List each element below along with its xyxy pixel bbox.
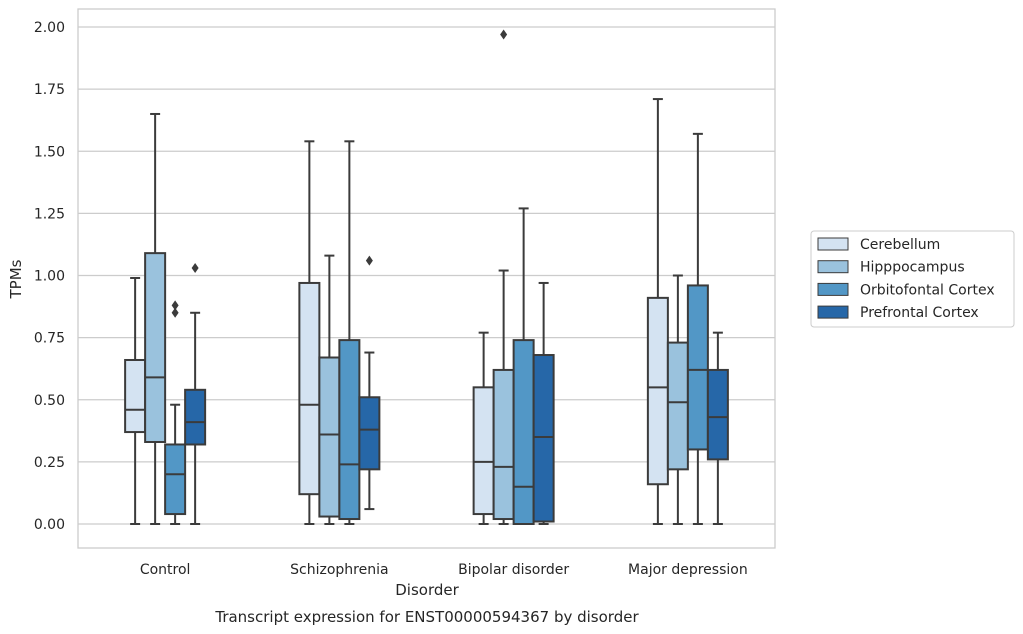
legend-frame [810, 230, 1015, 328]
x-tick-labels: Control Schizophrenia Bipolar disorder Majo… [140, 562, 748, 578]
box-body [472, 386, 495, 516]
box-body [184, 388, 207, 446]
legend-label: Hipppocampus [860, 260, 965, 276]
y-axis-label: TPMs [7, 259, 25, 299]
y-tick-label: 0.00 [34, 517, 65, 533]
box-group [512, 207, 535, 525]
box-group [338, 140, 361, 525]
y-tick-label: 1.25 [34, 206, 65, 222]
y-tick-label: 1.00 [34, 269, 65, 285]
box-group [532, 281, 555, 525]
legend-swatch [817, 260, 849, 274]
chart-caption: Transcript expression for ENST0000059436… [214, 608, 639, 626]
box-group [298, 140, 321, 525]
outlier-marker [500, 29, 508, 40]
legend-swatch [817, 237, 849, 251]
y-tick-label: 0.50 [34, 393, 65, 409]
box-group [706, 331, 729, 525]
box-body [706, 368, 729, 461]
box-group [472, 331, 495, 525]
x-tick-label: Bipolar disorder [458, 562, 569, 578]
box-body [164, 443, 187, 516]
box-body [492, 368, 515, 521]
legend-label: Prefrontal Cortex [860, 305, 979, 321]
legend-swatch [817, 305, 849, 319]
y-tick-label: 1.75 [34, 82, 65, 98]
legend-swatch [817, 282, 849, 296]
box-group [492, 29, 515, 525]
box-body [512, 339, 535, 525]
box-body [532, 354, 555, 523]
x-tick-label: Control [140, 562, 191, 578]
box-body [124, 358, 147, 434]
box-body [318, 356, 341, 518]
box-body [338, 339, 361, 521]
box-group [358, 255, 381, 511]
box-group [144, 112, 167, 525]
plot-area-frame [77, 8, 776, 549]
box-group [184, 263, 207, 525]
box-group [666, 274, 689, 525]
box-group [646, 98, 669, 525]
box-body [686, 284, 709, 451]
y-tick-labels: 0.00 0.25 0.50 0.75 1.00 1.25 1.50 1.75 2.00 [34, 20, 65, 533]
y-tick-label: 2.00 [34, 20, 65, 36]
x-tick-label: Major depression [628, 562, 748, 578]
box-body [358, 396, 381, 471]
box-group [124, 276, 147, 525]
box-body [646, 296, 669, 486]
box-body [144, 252, 167, 443]
x-axis-label: Disorder [395, 581, 459, 599]
outlier-marker [171, 307, 179, 318]
outlier-marker [365, 255, 373, 266]
boxes [124, 29, 729, 525]
y-tick-label: 0.75 [34, 331, 65, 347]
legend: Cerebellum Hipppocampus Orbitofontal Corte… [810, 230, 1015, 328]
y-tick-label: 1.50 [34, 144, 65, 160]
box-body [298, 281, 321, 496]
box-group [318, 254, 341, 525]
y-tick-label: 0.25 [34, 455, 65, 471]
box-body [666, 341, 689, 471]
outlier-marker [171, 300, 179, 311]
legend-label: Cerebellum [860, 237, 940, 253]
box-group [686, 132, 709, 525]
legend-label: Orbitofontal Cortex [860, 282, 995, 298]
x-tick-label: Schizophrenia [290, 562, 388, 578]
box-group [164, 300, 187, 525]
outlier-marker [191, 263, 199, 274]
